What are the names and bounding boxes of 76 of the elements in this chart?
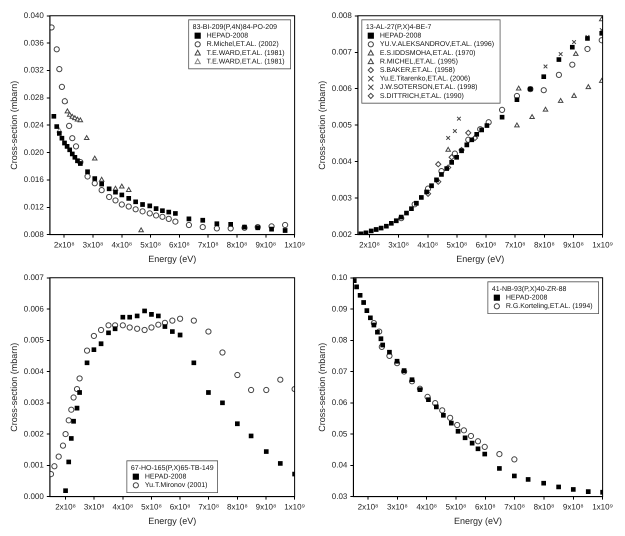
x-tick-label: 9x10⁸ xyxy=(256,502,276,512)
y-tick-label: 0.032 xyxy=(24,66,44,75)
y-tick-label: 0.004 xyxy=(332,156,352,166)
y-tick-label: 0.04 xyxy=(332,460,348,470)
x-tick-label: 5x10⁸ xyxy=(140,240,161,250)
y-tick-label: 0.001 xyxy=(24,460,44,470)
y-tick-label: 0.024 xyxy=(24,120,44,130)
y-tick-label: 0.07 xyxy=(332,366,348,376)
x-tick-label: 2x10⁸ xyxy=(359,240,380,250)
x-tick-label: 4x10⁸ xyxy=(417,240,438,250)
y-tick-label: 0.03 xyxy=(332,492,348,501)
x-axis-title: Energy (eV) xyxy=(456,254,504,264)
x-axis-title: Energy (eV) xyxy=(148,516,196,526)
x-tick-label: 1x10⁹ xyxy=(284,240,306,250)
x-tick-label: 9x10⁸ xyxy=(563,240,584,250)
y-tick-label: 0.007 xyxy=(24,273,44,282)
x-tick-label: 3x10⁸ xyxy=(386,502,408,512)
y-tick-label: 0.007 xyxy=(332,47,352,56)
x-tick-label: 4x10⁸ xyxy=(111,240,132,250)
y-tick-label: 0.005 xyxy=(24,336,44,345)
y-tick-label: 0.004 xyxy=(24,366,44,376)
x-tick-label: 9x10⁸ xyxy=(562,502,584,512)
x-tick-label: 6x10⁸ xyxy=(170,502,190,512)
y-tick-label: 0.09 xyxy=(332,304,348,314)
x-tick-label: 1x10⁹ xyxy=(284,502,306,512)
y-tick-label: 0.06 xyxy=(332,398,348,408)
y-tick-label: 0.020 xyxy=(24,148,44,157)
y-tick-label: 0.008 xyxy=(24,230,44,239)
y-tick-label: 0.006 xyxy=(332,84,352,93)
x-tick-label: 7x10⁸ xyxy=(198,240,219,250)
x-tick-label: 2x10⁸ xyxy=(358,502,378,512)
y-tick-label: 0.002 xyxy=(332,230,352,239)
x-tick-label: 5x10⁸ xyxy=(446,240,468,250)
x-tick-label: 8x10⁸ xyxy=(226,240,248,250)
y-tick-label: 0.003 xyxy=(24,398,44,408)
y-tick-label: 0.05 xyxy=(332,429,348,438)
y-tick-label: 0.10 xyxy=(332,273,348,282)
x-tick-label: 8x10⁸ xyxy=(534,240,555,250)
y-tick-label: 0.005 xyxy=(332,120,352,130)
x-tick-label: 2x10⁸ xyxy=(54,240,75,250)
x-tick-label: 6x10⁸ xyxy=(474,502,496,512)
y-tick-label: 0.003 xyxy=(332,193,352,202)
x-tick-label: 1x10⁹ xyxy=(592,502,614,512)
x-tick-label: 6x10⁸ xyxy=(476,240,496,250)
y-tick-label: 0.008 xyxy=(332,11,352,20)
x-tick-label: 4x10⁸ xyxy=(416,502,438,512)
x-tick-label: 4x10⁸ xyxy=(112,502,134,512)
x-tick-label: 2x10⁸ xyxy=(55,502,76,512)
x-tick-label: 7x10⁸ xyxy=(198,502,220,512)
x-tick-label: 3x10⁸ xyxy=(82,240,104,250)
y-tick-label: 0.016 xyxy=(24,175,44,184)
x-tick-label: 5x10⁸ xyxy=(446,502,466,512)
x-tick-label: 9x10⁸ xyxy=(255,240,276,250)
x-tick-label: 8x10⁸ xyxy=(226,502,248,512)
x-tick-label: 5x10⁸ xyxy=(141,502,162,512)
y-tick-label: 0.028 xyxy=(24,93,44,102)
x-tick-label: 7x10⁸ xyxy=(504,502,526,512)
y-tick-label: 0.006 xyxy=(24,304,44,314)
x-tick-label: 7x10⁸ xyxy=(504,240,526,250)
x-tick-label: 8x10⁸ xyxy=(534,502,554,512)
y-axis-title: Cross-section (mbarn) xyxy=(316,80,327,170)
y-tick-label: 0.012 xyxy=(24,202,44,212)
x-tick-label: 1x10⁹ xyxy=(592,240,614,250)
y-axis-title: Cross-section (mbarn) xyxy=(8,342,19,432)
x-tick-label: 6x10⁸ xyxy=(169,240,190,250)
x-tick-label: 3x10⁸ xyxy=(388,240,409,250)
y-tick-label: 0.000 xyxy=(24,492,44,501)
x-tick-label: 3x10⁸ xyxy=(84,502,105,512)
y-tick-label: 0.08 xyxy=(332,336,348,345)
y-tick-label: 0.040 xyxy=(24,11,44,20)
y-tick-label: 0.036 xyxy=(24,38,44,48)
x-axis-title: Energy (eV) xyxy=(148,254,196,264)
y-axis-title: Cross-section (mbarn) xyxy=(316,342,327,432)
y-tick-label: 0.002 xyxy=(24,429,44,438)
x-axis-title: Energy (eV) xyxy=(454,516,502,526)
y-axis-title: Cross-section (mbarn) xyxy=(8,80,19,170)
